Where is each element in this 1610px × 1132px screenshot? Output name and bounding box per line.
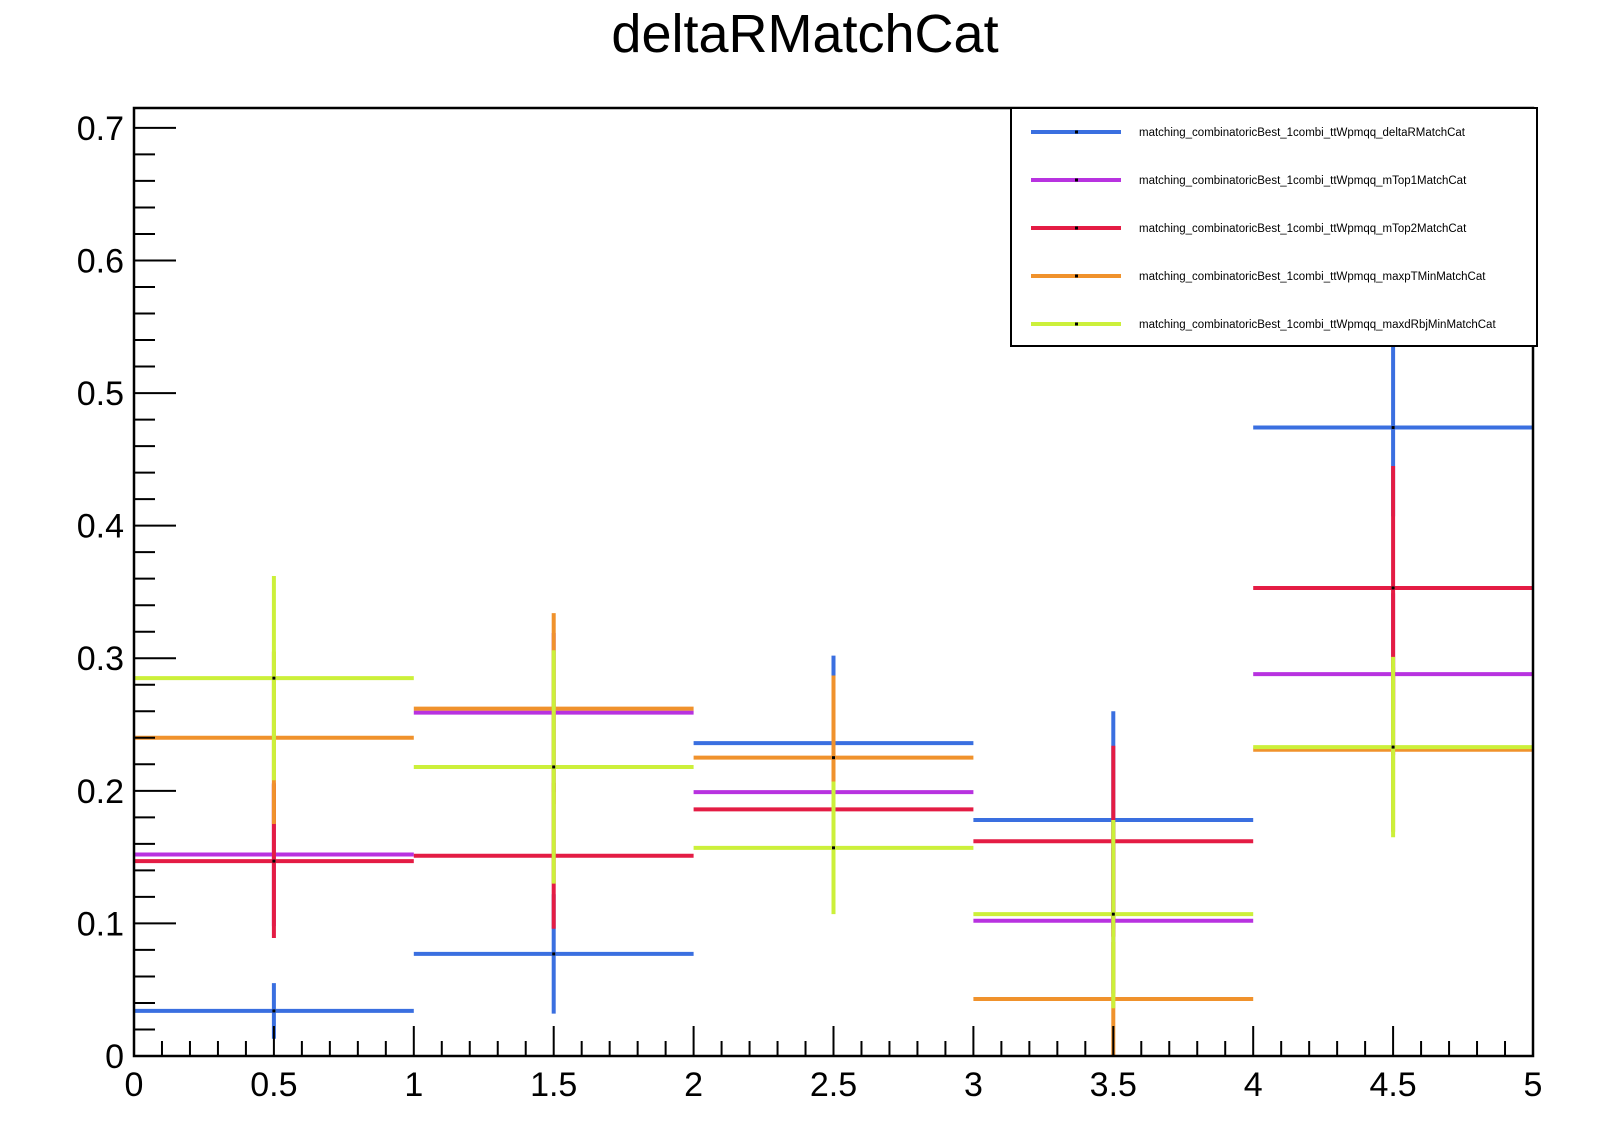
legend-marker [1075, 274, 1078, 278]
y-tick-label: 0.3 [77, 640, 124, 678]
x-tick-label: 3.5 [1090, 1066, 1137, 1104]
x-tick-label: 4.5 [1369, 1066, 1416, 1104]
x-tick-label: 0.5 [250, 1066, 297, 1104]
bin-marker-2-4 [1391, 586, 1395, 590]
bin-marker-4-0 [272, 676, 276, 680]
legend-label: matching_combinatoricBest_1combi_ttWpmqq… [1139, 319, 1496, 331]
bin-marker-3-2 [832, 756, 835, 760]
y-tick-label: 0.1 [77, 905, 124, 943]
x-tick-label: 1 [404, 1066, 423, 1104]
chart-title: deltaRMatchCat [611, 4, 999, 64]
x-tick-label: 1.5 [530, 1066, 577, 1104]
x-tick-label: 2 [684, 1066, 703, 1104]
legend-marker [1075, 130, 1078, 134]
legend-marker [1075, 226, 1078, 230]
series-4 [134, 576, 1533, 1009]
y-tick-label: 0.5 [77, 375, 124, 413]
bin-marker-0-4 [1391, 426, 1395, 430]
x-tick-label: 2.5 [810, 1066, 857, 1104]
y-tick-label: 0.2 [77, 773, 124, 811]
x-tick-label: 5 [1524, 1066, 1543, 1104]
legend: matching_combinatoricBest_1combi_ttWpmqq… [1010, 107, 1538, 347]
y-tick-label: 0.4 [77, 508, 124, 546]
bin-marker-4-2 [832, 846, 835, 850]
legend-label: matching_combinatoricBest_1combi_ttWpmqq… [1139, 175, 1467, 187]
bin-marker-0-1 [552, 952, 556, 956]
legend-label: matching_combinatoricBest_1combi_ttWpmqq… [1139, 271, 1486, 283]
y-tick-label: 0.7 [77, 110, 124, 148]
bin-marker-4-3 [1111, 912, 1115, 916]
legend-label: matching_combinatoricBest_1combi_ttWpmqq… [1139, 127, 1466, 139]
bin-marker-0-0 [272, 1009, 276, 1013]
legend-label: matching_combinatoricBest_1combi_ttWpmqq… [1139, 223, 1467, 235]
series-layer [134, 338, 1533, 1056]
legend-marker [1075, 322, 1078, 326]
y-tick-label: 0.6 [77, 242, 124, 280]
x-tick-label: 4 [1244, 1066, 1263, 1104]
axes-layer: 0 0.5 1 1.5 2 2.5 3 3.5 4 4.5 5 0 0.1 0.2 0.3 0.4 0.5 0.6… [77, 106, 1543, 1104]
bin-marker-4-4 [1391, 745, 1395, 749]
bin-marker-4-1 [552, 765, 556, 769]
bin-marker-2-0 [272, 859, 276, 863]
legend-marker [1075, 178, 1078, 182]
x-tick-label: 3 [964, 1066, 983, 1104]
x-tick-label: 0 [125, 1066, 144, 1104]
y-tick-label: 0 [105, 1038, 124, 1076]
